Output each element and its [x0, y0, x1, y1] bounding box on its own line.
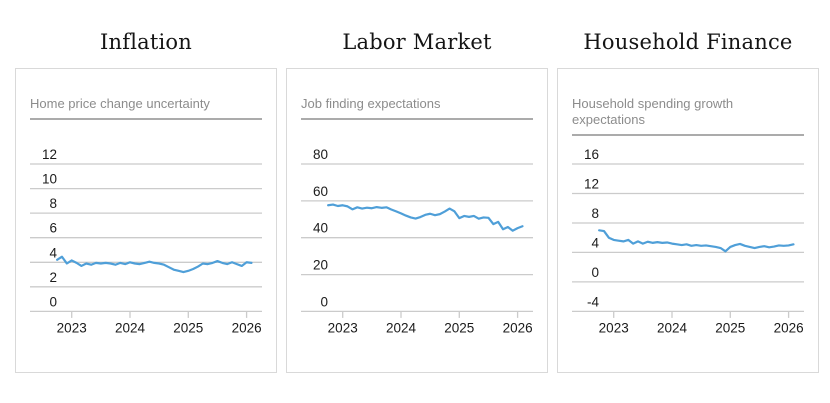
svg-text:2023: 2023 — [599, 320, 629, 335]
svg-text:0: 0 — [591, 265, 599, 280]
svg-text:6: 6 — [49, 221, 57, 236]
svg-text:2024: 2024 — [386, 320, 417, 335]
panel-title-labor-market: Labor Market — [342, 30, 492, 54]
svg-text:8: 8 — [49, 196, 57, 211]
svg-text:60: 60 — [313, 184, 328, 199]
svg-text:0: 0 — [320, 294, 328, 309]
svg-text:2: 2 — [49, 270, 57, 285]
svg-text:40: 40 — [313, 221, 328, 236]
svg-text:2026: 2026 — [774, 320, 804, 335]
svg-text:2023: 2023 — [328, 320, 358, 335]
svg-text:12: 12 — [42, 147, 57, 162]
svg-text:0: 0 — [49, 294, 57, 309]
svg-text:2026: 2026 — [503, 320, 533, 335]
svg-text:2025: 2025 — [444, 320, 474, 335]
chart-card-labor-market: Job finding expectations 80 60 40 20 0 2023 20… — [286, 68, 548, 373]
svg-text:2024: 2024 — [115, 320, 146, 335]
svg-text:2025: 2025 — [715, 320, 745, 335]
chart-subtitle-inflation: Home price change uncertainty — [30, 69, 262, 120]
svg-text:2024: 2024 — [657, 320, 688, 335]
svg-text:12: 12 — [584, 177, 599, 192]
panel-labor-market: Labor Market Job finding expectations 80… — [286, 0, 548, 373]
svg-text:4: 4 — [591, 235, 599, 250]
svg-text:20: 20 — [313, 258, 328, 273]
svg-text:-4: -4 — [587, 294, 599, 309]
svg-text:2023: 2023 — [57, 320, 87, 335]
svg-text:4: 4 — [49, 245, 57, 260]
chart-card-household-finance: Household spending growth expectations 1… — [557, 68, 819, 373]
svg-text:80: 80 — [313, 147, 328, 162]
svg-text:2026: 2026 — [232, 320, 262, 335]
chart-card-inflation: Home price change uncertainty 12 10 8 6 4 2 0 2… — [15, 68, 277, 373]
svg-text:10: 10 — [42, 172, 57, 187]
chart-panels-row: Inflation Home price change uncertainty … — [15, 0, 819, 373]
panel-title-household-finance: Household Finance — [583, 30, 793, 54]
chart-subtitle-labor-market: Job finding expectations — [301, 69, 533, 120]
svg-text:2025: 2025 — [173, 320, 203, 335]
panel-household-finance: Household Finance Household spending gro… — [557, 0, 819, 373]
panel-inflation: Inflation Home price change uncertainty … — [15, 0, 277, 373]
chart-subtitle-household-finance: Household spending growth expectations — [572, 69, 804, 136]
svg-text:16: 16 — [584, 147, 599, 162]
panel-title-inflation: Inflation — [100, 30, 192, 54]
svg-text:8: 8 — [591, 206, 599, 221]
